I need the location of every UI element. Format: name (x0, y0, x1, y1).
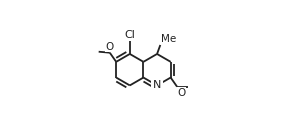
Text: N: N (153, 80, 161, 90)
Text: Me: Me (161, 34, 176, 44)
Text: O: O (105, 42, 113, 52)
Text: Cl: Cl (124, 30, 135, 40)
Text: O: O (178, 87, 186, 98)
